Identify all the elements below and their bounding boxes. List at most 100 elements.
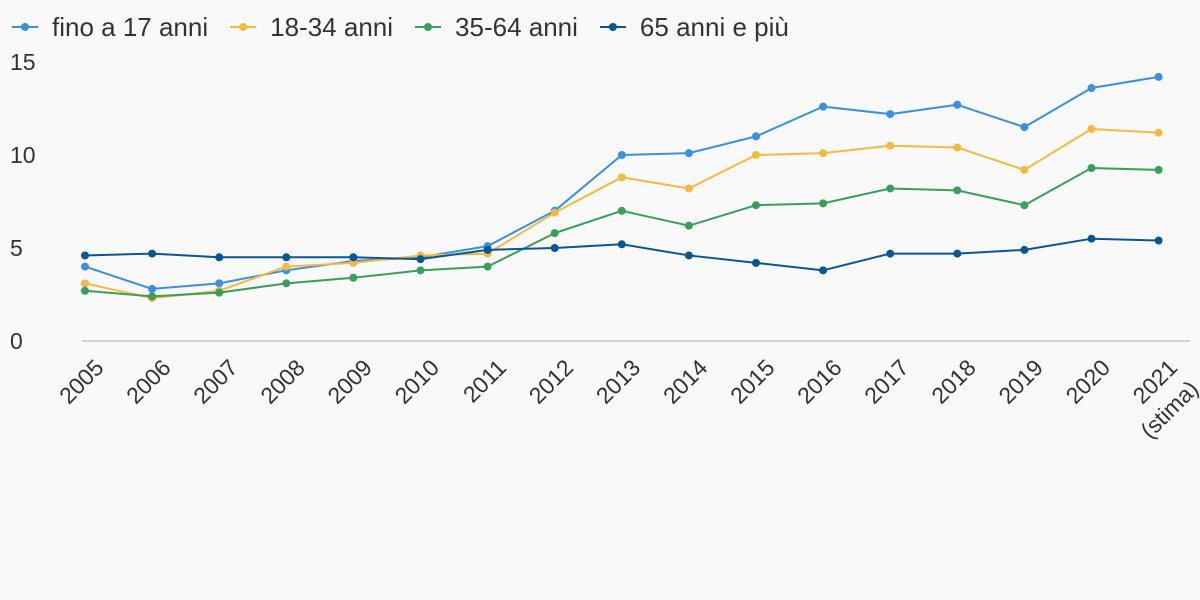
data-point[interactable]: [1087, 124, 1096, 133]
data-point[interactable]: [819, 266, 828, 275]
legend-label: 18-34 anni: [270, 12, 393, 42]
x-tick-label-line: 2011: [458, 354, 511, 407]
legend: fino a 17 anni 18-34 anni 35-64 anni 65 ann…: [12, 12, 789, 42]
data-point[interactable]: [684, 149, 693, 158]
x-tick-label-line: 2017: [859, 354, 914, 409]
data-point[interactable]: [282, 262, 291, 271]
x-tick-label-line: 2007: [188, 354, 243, 409]
data-point[interactable]: [1020, 201, 1029, 210]
legend-label: 35-64 anni: [455, 12, 578, 42]
data-point[interactable]: [483, 245, 492, 254]
data-point[interactable]: [282, 253, 291, 262]
data-point[interactable]: [416, 255, 425, 264]
data-point[interactable]: [752, 258, 760, 267]
data-point[interactable]: [953, 100, 962, 109]
x-tick-label-line: 2020: [1060, 354, 1115, 409]
x-tick-label: 2010: [389, 354, 444, 409]
data-point[interactable]: [1154, 128, 1163, 137]
data-point[interactable]: [617, 206, 626, 215]
x-tick-label: 2020: [1060, 354, 1115, 409]
y-tick-label: 15: [10, 49, 36, 75]
data-point[interactable]: [953, 186, 962, 195]
data-point[interactable]: [953, 143, 962, 152]
data-point[interactable]: [550, 244, 559, 252]
data-point[interactable]: [550, 208, 559, 217]
data-point[interactable]: [684, 251, 693, 260]
plot-area: [81, 72, 1163, 303]
data-point[interactable]: [349, 258, 358, 267]
data-point[interactable]: [81, 279, 89, 288]
x-tick-label-line: 2018: [926, 354, 981, 409]
data-point[interactable]: [148, 292, 157, 301]
data-point[interactable]: [1087, 234, 1096, 243]
x-tick-label: 2017: [859, 354, 914, 409]
data-point[interactable]: [1020, 165, 1029, 174]
data-point[interactable]: [819, 149, 828, 158]
x-tick-label: 2019: [993, 354, 1048, 409]
data-point[interactable]: [617, 240, 626, 249]
data-point[interactable]: [81, 286, 89, 295]
series-3: [81, 164, 1163, 301]
data-point[interactable]: [886, 249, 895, 258]
data-point[interactable]: [349, 253, 358, 262]
data-point[interactable]: [1154, 72, 1163, 81]
legend-marker-icon: [21, 23, 29, 31]
x-tick-label: 2016: [792, 354, 847, 409]
data-point[interactable]: [617, 151, 626, 159]
x-tick-label: 2021(stima): [1114, 354, 1200, 443]
data-point[interactable]: [1087, 164, 1096, 173]
data-point[interactable]: [282, 279, 291, 288]
x-tick-label: 2005: [54, 354, 109, 409]
data-point[interactable]: [483, 262, 492, 271]
legend-marker-icon: [239, 23, 248, 31]
data-point[interactable]: [617, 173, 626, 182]
data-point[interactable]: [81, 262, 89, 271]
data-point[interactable]: [349, 273, 358, 282]
series-4: [81, 234, 1163, 275]
data-point[interactable]: [1154, 165, 1163, 174]
x-axis: 2005 2006 2007 2008 2009 2010 2011 2012 2013 2014…: [54, 354, 1200, 443]
data-point[interactable]: [684, 184, 693, 193]
legend-marker-icon: [608, 23, 617, 31]
data-point[interactable]: [1154, 236, 1163, 245]
data-point[interactable]: [752, 151, 760, 159]
x-tick-label: 2015: [725, 354, 780, 409]
x-tick-label: 2012: [524, 354, 579, 409]
x-tick-label-line: 2005: [54, 354, 109, 409]
data-point[interactable]: [81, 251, 89, 260]
data-point[interactable]: [1087, 84, 1096, 93]
x-tick-label-line: 2008: [255, 354, 310, 409]
data-point[interactable]: [215, 279, 224, 288]
data-point[interactable]: [752, 132, 760, 141]
data-point[interactable]: [886, 110, 895, 119]
legend-item-2[interactable]: 18-34 anni: [230, 12, 393, 42]
legend-item-3[interactable]: 35-64 anni: [415, 12, 578, 42]
legend-item-4[interactable]: 65 anni e più: [599, 12, 789, 42]
y-tick-label: 5: [10, 235, 23, 261]
x-tick-label-line: 2009: [322, 354, 377, 409]
data-point[interactable]: [416, 266, 425, 275]
data-point[interactable]: [886, 184, 895, 193]
x-tick-label-line: 2015: [725, 354, 780, 409]
data-point[interactable]: [684, 221, 693, 230]
x-tick-label-line: 2010: [389, 354, 444, 409]
data-point[interactable]: [1020, 123, 1029, 132]
data-point[interactable]: [819, 102, 828, 111]
data-point[interactable]: [752, 201, 760, 210]
data-point[interactable]: [953, 249, 962, 258]
data-point[interactable]: [215, 253, 224, 262]
data-point[interactable]: [819, 199, 828, 208]
x-tick-label-line: 2013: [591, 354, 646, 409]
data-point[interactable]: [1020, 245, 1029, 254]
x-tick-label: 2009: [322, 354, 377, 409]
data-point[interactable]: [215, 288, 224, 297]
data-point[interactable]: [148, 284, 157, 293]
data-point[interactable]: [148, 249, 157, 258]
legend-item-1[interactable]: fino a 17 anni: [12, 12, 208, 42]
x-tick-label: 2006: [121, 354, 176, 409]
data-point[interactable]: [886, 141, 895, 150]
data-point[interactable]: [550, 229, 559, 238]
x-tick-label: 2011: [458, 354, 511, 407]
x-tick-label: 2018: [926, 354, 981, 409]
